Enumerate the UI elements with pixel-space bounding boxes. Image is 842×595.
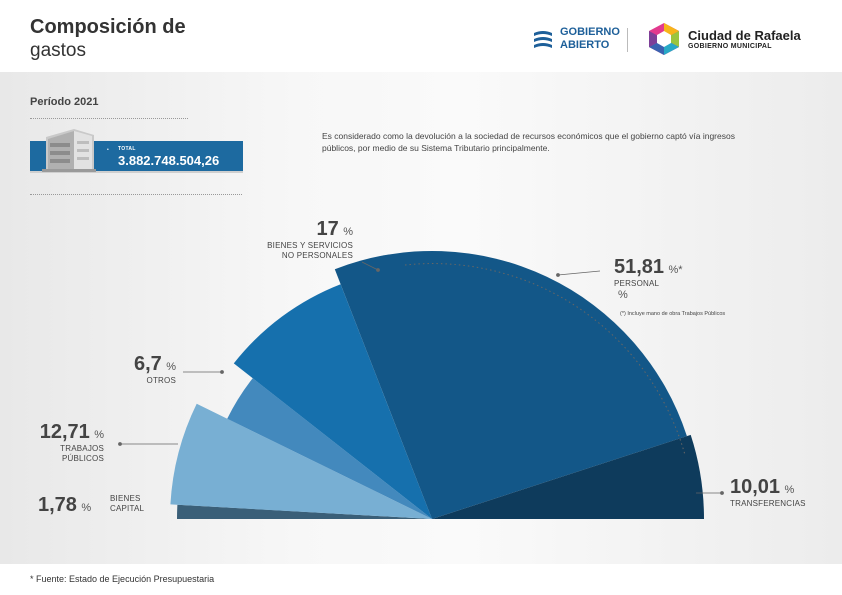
cat1-bienes-capital: BIENES <box>110 494 141 503</box>
label-otros: 6,7 % OTROS <box>112 353 176 386</box>
footnote-personal: (*) Incluye mano de obra Trabajos Públic… <box>620 311 726 317</box>
value-bienes-capital: 1,78 <box>38 494 77 516</box>
pct2-personal: % <box>618 289 628 301</box>
total-value: 3.882.748.504,26 <box>118 153 220 168</box>
label-bienes-servicios: 17 % BIENES Y SERVICIOS NO PERSONALES <box>255 218 353 261</box>
cat1-trabajos: TRABAJOS <box>60 444 104 453</box>
personal-arc-guide <box>404 263 686 456</box>
ciudad-name: Ciudad de Rafaela <box>688 28 801 43</box>
ciudad-sub: GOBIERNO MUNICIPAL <box>688 43 772 50</box>
cat2-trabajos: PÚBLICOS <box>61 454 104 463</box>
gobierno-abierto-logo[interactable]: GOBIERNO ABIERTO <box>532 26 620 52</box>
waves-icon <box>534 31 552 48</box>
pct-bienes-capital: % <box>81 502 92 514</box>
value-personal: 51,81 <box>614 256 665 278</box>
pie-slice-transferencias <box>432 434 704 519</box>
description: Es considerado como la devolución a la s… <box>322 131 735 153</box>
pct-trabajos: % <box>94 429 104 441</box>
pct-personal: %* <box>668 264 683 276</box>
label-bienes-capital: 1,78 % <box>38 494 91 517</box>
cat1-bienes-servicios: BIENES Y SERVICIOS <box>267 241 353 250</box>
leader-bienes-servicios <box>361 261 379 271</box>
value-otros: 6,7 <box>133 353 162 375</box>
page-title: Composición de <box>30 16 186 38</box>
building-icon <box>42 129 96 172</box>
total-label: TOTAL <box>118 146 136 152</box>
label-trabajos: 12,71 % TRABAJOS PÚBLICOS <box>30 421 104 464</box>
label-personal: 51,81 %* PERSONAL % <box>614 256 683 301</box>
bullet-icon: • <box>107 147 109 153</box>
page-subtitle: gastos <box>30 40 86 61</box>
ga-line2: ABIERTO <box>560 39 610 51</box>
label-transferencias: 10,01 % TRANSFERENCIAS <box>730 476 806 509</box>
cat-personal: PERSONAL <box>614 279 660 288</box>
cat-transferencias: TRANSFERENCIAS <box>730 499 806 508</box>
value-bienes-servicios: 17 <box>316 218 339 240</box>
leader-personal <box>557 270 601 276</box>
source-note: * Fuente: Estado de Ejecución Presupuest… <box>30 574 215 584</box>
pie-slice-personal <box>334 250 687 519</box>
pct-bienes-servicios: % <box>343 226 353 238</box>
pct-otros: % <box>166 361 176 373</box>
pie-slice-bienes-y-servicios-no-personales <box>233 284 432 519</box>
cat-bienes-capital: BIENES CAPITAL <box>110 494 144 514</box>
ciudad-rafaela-logo[interactable]: Ciudad de Rafaela GOBIERNO MUNICIPAL <box>646 22 801 56</box>
value-transferencias: 10,01 <box>730 476 781 498</box>
divider <box>30 118 188 119</box>
ga-line1: GOBIERNO <box>560 26 620 38</box>
value-trabajos: 12,71 <box>39 421 90 443</box>
hexagon-logo-icon <box>649 23 679 55</box>
period-label: Período 2021 <box>30 96 99 108</box>
divider <box>30 194 242 195</box>
pie-slice-trabajos-p-blicos <box>170 403 432 519</box>
cat2-bienes-capital: CAPITAL <box>110 504 145 513</box>
pct-transferencias: % <box>784 484 795 496</box>
cat-otros: OTROS <box>146 376 176 385</box>
total-underline <box>30 171 243 173</box>
pie-slice-otros <box>227 378 432 519</box>
cat2-bienes-servicios: NO PERSONALES <box>281 251 353 260</box>
header <box>0 0 842 72</box>
logo-divider <box>627 28 628 52</box>
